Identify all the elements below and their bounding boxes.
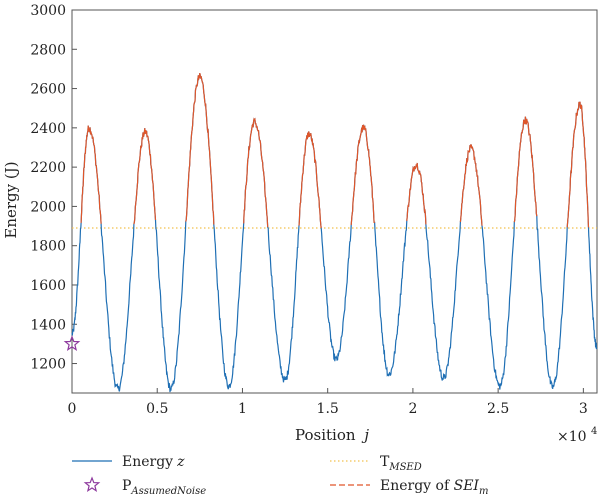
x-axis-label-text: Position (295, 426, 356, 444)
sei-energy-line (80, 72, 590, 229)
x-tick-label: 0 (68, 401, 77, 417)
legend-item-noise: PAssumedNoise (83, 476, 206, 497)
energy-z-line (71, 72, 598, 393)
y-tick-label: 1600 (30, 278, 66, 294)
legend: Energy z PAssumedNoise TMSED Energy of SEIm (72, 454, 488, 497)
energy-series (71, 72, 598, 393)
plot-frame (71, 9, 598, 394)
x-multiplier-base: ×10 (557, 429, 587, 445)
x-tick-label: 2.5 (487, 401, 509, 417)
y-tick-label: 3000 (30, 3, 66, 19)
x-axis-label: Position j (295, 426, 369, 444)
y-tick-label: 2600 (30, 82, 66, 98)
y-tick-label: 2400 (30, 121, 66, 137)
legend-item-threshold: TMSED (330, 454, 422, 473)
y-axis-label: Energy (J) (2, 161, 20, 238)
legend-swatch-noise (83, 476, 101, 493)
y-tick-label: 2200 (30, 160, 66, 176)
y-tick-label: 2000 (30, 199, 66, 215)
x-multiplier: ×10 4 (557, 426, 597, 445)
x-axis-label-var: j (361, 426, 369, 444)
x-tick-label: 2 (408, 401, 417, 417)
x-tick-label: 1 (238, 401, 247, 417)
y-tick-label: 1800 (30, 239, 66, 255)
noise-marker-layer (63, 335, 81, 351)
legend-item-energy: Energy z (72, 454, 185, 470)
y-tick-label: 2800 (30, 42, 66, 58)
legend-item-sei: Energy of SEIm (330, 478, 488, 497)
legend-label-sei: Energy of SEIm (380, 478, 488, 497)
tick-labels: 1200 1400 1600 1800 2000 2200 2400 2600 2800 3000… (30, 3, 587, 417)
x-tick-label: 1.5 (317, 401, 339, 417)
axes-frame (71, 9, 598, 394)
axis-titles: Energy (J) Position j ×10 4 (2, 161, 597, 445)
x-multiplier-exp: 4 (591, 426, 597, 437)
legend-label-noise: PAssumedNoise (122, 478, 206, 497)
x-tick-label: 0.5 (146, 401, 168, 417)
x-tick-label: 3 (579, 401, 588, 417)
legend-label-energy: Energy z (122, 454, 185, 470)
sei-series (80, 72, 590, 229)
noise-star-marker (63, 335, 81, 351)
legend-label-threshold: TMSED (380, 454, 422, 473)
y-tick-label: 1200 (30, 357, 66, 373)
y-tick-label: 1400 (30, 317, 66, 333)
